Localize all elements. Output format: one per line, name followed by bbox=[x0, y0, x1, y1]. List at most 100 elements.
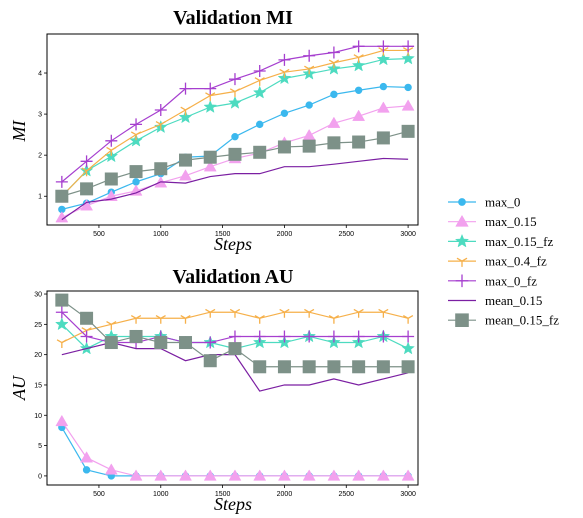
data-point-max-0-15-fz bbox=[401, 341, 415, 355]
legend-item-max-0-fz: max_0_fz bbox=[448, 273, 537, 288]
data-point-max-0-fz bbox=[278, 53, 291, 66]
data-point-max-0-15 bbox=[80, 451, 94, 463]
data-point-mean-0-15-fz bbox=[401, 124, 415, 138]
data-point-max-0-4-fz bbox=[353, 308, 364, 318]
data-point-max-0-15-fz bbox=[252, 85, 267, 99]
data-point-mean-0-15-fz bbox=[129, 329, 143, 343]
data-point-mean-0-15-fz bbox=[129, 165, 143, 179]
data-point-max-0-fz bbox=[228, 330, 241, 343]
data-point-max-0-15 bbox=[179, 169, 192, 181]
data-point-mean-0-15-fz bbox=[80, 182, 94, 196]
data-point-max-0 bbox=[231, 132, 239, 141]
data-point-max-0-fz bbox=[80, 155, 93, 168]
legend-label: max_0 bbox=[485, 195, 520, 210]
x-tick-label: 2000 bbox=[277, 231, 293, 238]
legend-label: mean_0.15_fz bbox=[485, 313, 559, 328]
y-tick-label: 3 bbox=[38, 112, 42, 119]
series-mean-0-15-fz bbox=[55, 124, 415, 203]
data-point-max-0-15-fz bbox=[401, 51, 415, 65]
mi-axes-frame bbox=[46, 33, 419, 226]
x-tick-label: 2500 bbox=[338, 491, 354, 498]
legend-item-mean-0-15: mean_0.15 bbox=[448, 293, 542, 308]
series-max-0-4-fz bbox=[56, 47, 414, 202]
data-point-max-0-4-fz bbox=[81, 167, 92, 177]
y-tick-label: 20 bbox=[34, 352, 42, 359]
legend-swatch-marker bbox=[455, 214, 469, 227]
data-point-max-0-15-fz bbox=[327, 61, 341, 75]
legend-item-mean-0-15-fz: mean_0.15_fz bbox=[448, 313, 559, 328]
data-point-max-0-fz bbox=[327, 46, 340, 59]
legend-label: max_0.15 bbox=[485, 214, 537, 229]
data-point-max-0-fz bbox=[402, 40, 415, 53]
data-point-max-0-4-fz bbox=[304, 308, 315, 318]
x-axis-label: Steps bbox=[214, 234, 252, 254]
data-point-max-0-4-fz bbox=[56, 339, 67, 349]
data-point-max-0 bbox=[82, 466, 91, 474]
data-point-max-0-fz bbox=[377, 40, 390, 53]
data-point-mean-0-15-fz bbox=[253, 145, 267, 159]
x-tick-label: 3000 bbox=[400, 491, 416, 498]
data-point-mean-0-15-fz bbox=[401, 360, 415, 374]
data-point-max-0-15 bbox=[327, 469, 341, 481]
data-point-max-0-fz bbox=[377, 330, 390, 343]
y-axis-label: AU bbox=[9, 375, 29, 401]
legend-label: max_0.4_fz bbox=[485, 254, 547, 269]
data-point-max-0 bbox=[379, 82, 388, 91]
x-tick-label: 1000 bbox=[153, 231, 169, 238]
data-point-max-0-fz bbox=[278, 330, 291, 343]
data-point-mean-0-15-fz bbox=[376, 131, 390, 145]
data-point-max-0-4-fz bbox=[254, 77, 265, 86]
data-point-mean-0-15-fz bbox=[376, 360, 390, 374]
legend-item-max-0-15-fz: max_0.15_fz bbox=[448, 233, 553, 249]
data-point-max-0-15 bbox=[278, 469, 291, 481]
series-max-0-15 bbox=[55, 414, 415, 481]
data-point-max-0-15 bbox=[376, 469, 390, 481]
data-point-max-0-15 bbox=[154, 469, 168, 481]
data-point-max-0 bbox=[404, 83, 412, 92]
legend-label: max_0.15_fz bbox=[485, 234, 553, 249]
data-point-max-0-4-fz bbox=[106, 321, 117, 330]
data-point-mean-0-15-fz bbox=[327, 360, 341, 374]
data-point-mean-0-15-fz bbox=[228, 342, 242, 356]
data-point-max-0 bbox=[132, 178, 140, 186]
data-point-mean-0-15-fz bbox=[277, 360, 291, 374]
data-point-max-0-15 bbox=[352, 109, 366, 121]
data-point-max-0-4-fz bbox=[304, 65, 315, 75]
data-point-max-0-4-fz bbox=[402, 314, 414, 324]
x-axis-label: Steps bbox=[214, 494, 252, 514]
data-point-max-0-fz bbox=[352, 40, 365, 53]
data-point-max-0-4-fz bbox=[328, 314, 340, 324]
x-tick-label: 2000 bbox=[277, 491, 293, 498]
data-point-max-0-4-fz bbox=[130, 131, 142, 141]
data-point-max-0-15 bbox=[179, 469, 192, 481]
series-mean-0-15-fz bbox=[55, 293, 415, 374]
y-tick-label: 2 bbox=[38, 153, 42, 160]
x-tick-label: 1500 bbox=[215, 491, 231, 498]
data-point-max-0-4-fz bbox=[353, 54, 364, 63]
data-point-max-0-4-fz bbox=[229, 88, 241, 98]
data-point-max-0-15 bbox=[203, 469, 217, 481]
data-point-max-0-4-fz bbox=[106, 146, 117, 156]
data-point-max-0-4-fz bbox=[279, 308, 290, 318]
data-point-max-0-15 bbox=[228, 469, 242, 481]
data-point-max-0-15 bbox=[401, 99, 415, 111]
data-point-max-0 bbox=[330, 90, 338, 99]
data-point-max-0-4-fz bbox=[155, 121, 166, 130]
data-point-max-0-fz bbox=[228, 73, 241, 86]
au-axes-frame bbox=[46, 290, 419, 486]
legend-swatch-marker bbox=[458, 198, 466, 206]
data-point-max-0-15-fz bbox=[79, 341, 94, 355]
legend-swatch-marker bbox=[456, 257, 468, 267]
x-tick-label: 1000 bbox=[153, 491, 169, 498]
data-point-max-0 bbox=[305, 101, 313, 109]
data-point-max-0-fz bbox=[55, 175, 68, 188]
data-point-max-0-fz bbox=[204, 82, 217, 95]
data-point-mean-0-15-fz bbox=[228, 147, 242, 161]
data-point-max-0-fz bbox=[154, 103, 167, 116]
data-point-max-0-15-fz bbox=[178, 110, 193, 124]
data-point-max-0-4-fz bbox=[180, 314, 191, 324]
data-point-max-0-15 bbox=[55, 414, 69, 427]
legend-swatch-marker bbox=[455, 274, 469, 288]
data-point-mean-0-15-fz bbox=[302, 139, 316, 153]
